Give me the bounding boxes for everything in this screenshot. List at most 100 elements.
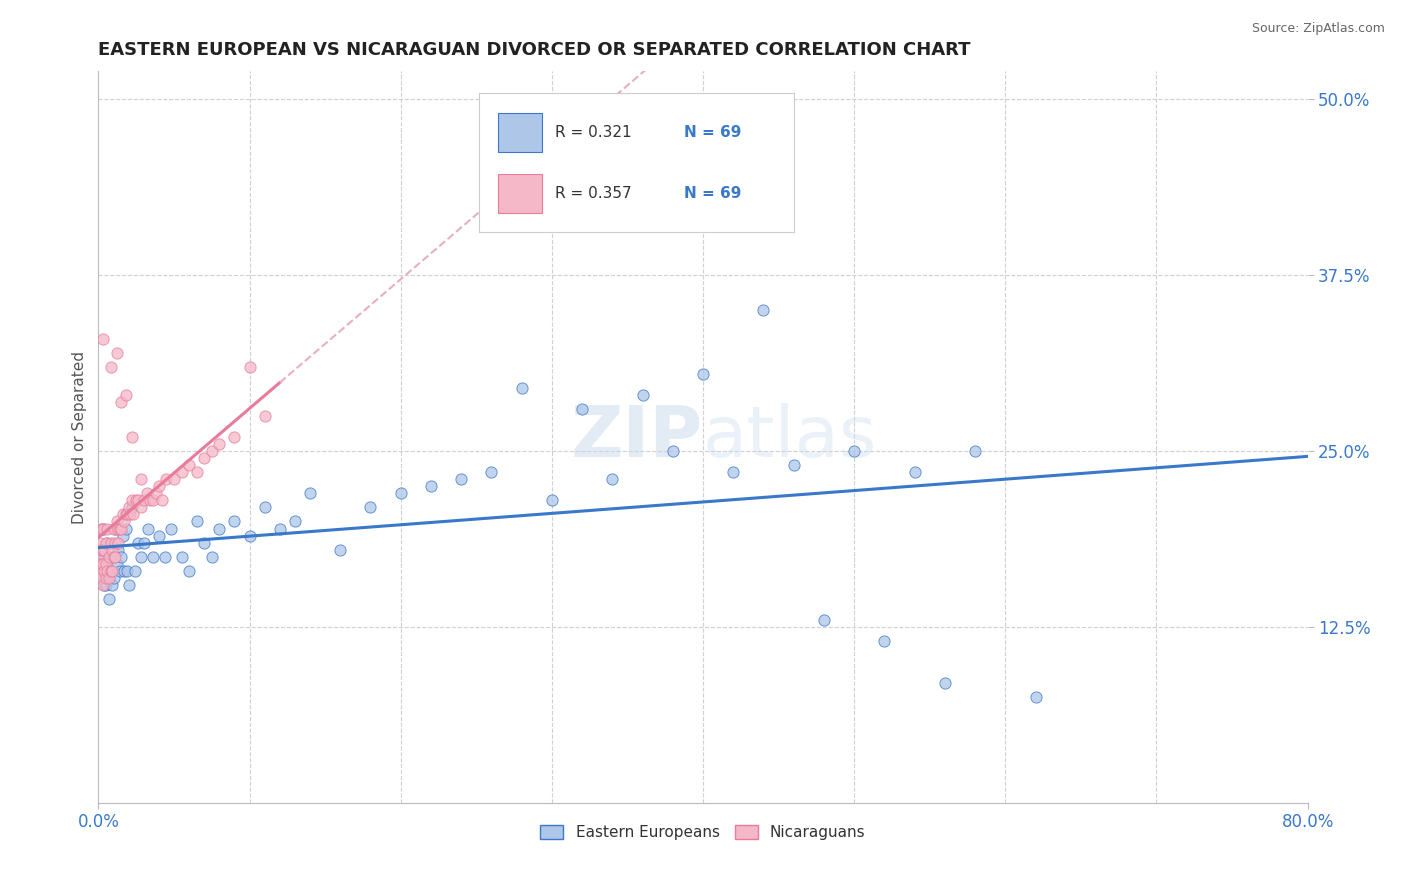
Point [108, 564, 131, 578]
Point [135, 486, 157, 500]
Point [91, 332, 114, 346]
Point [118, 500, 141, 515]
Point [94, 578, 117, 592]
Point [389, 486, 412, 500]
Point [360, 500, 382, 515]
Point [103, 549, 125, 564]
Point [108, 521, 131, 535]
Point [179, 564, 201, 578]
Point [100, 359, 122, 374]
Point [100, 564, 122, 578]
Point [105, 557, 128, 571]
Point [91, 557, 114, 571]
Point [101, 564, 124, 578]
Point [153, 549, 176, 564]
Point [193, 535, 215, 549]
Point [112, 515, 135, 529]
Point [100, 564, 122, 578]
Y-axis label: Divorced or Separated: Divorced or Separated [72, 351, 87, 524]
Point [239, 359, 262, 374]
Point [107, 521, 129, 535]
Point [752, 303, 775, 318]
Point [179, 458, 201, 473]
Point [104, 535, 127, 549]
Point [132, 535, 155, 549]
Point [329, 542, 352, 557]
Point [94, 535, 117, 549]
Point [142, 549, 165, 564]
Point [111, 528, 134, 542]
Point [965, 444, 987, 458]
Point [253, 500, 276, 515]
Point [111, 508, 134, 522]
Point [107, 535, 129, 549]
Point [94, 557, 117, 571]
Point [631, 388, 654, 402]
Point [201, 444, 224, 458]
Legend: Eastern Europeans, Nicaraguans: Eastern Europeans, Nicaraguans [534, 819, 872, 847]
Point [110, 521, 132, 535]
Point [692, 367, 714, 381]
Point [299, 486, 322, 500]
Point [91, 571, 114, 585]
Point [110, 395, 132, 409]
Point [107, 542, 129, 557]
Point [93, 564, 115, 578]
Point [105, 515, 128, 529]
Point [103, 521, 125, 535]
Point [91, 521, 114, 535]
Point [112, 564, 135, 578]
Point [284, 515, 307, 529]
Point [170, 549, 193, 564]
Point [90, 549, 112, 564]
Point [1024, 690, 1046, 705]
Point [163, 472, 186, 486]
Point [783, 458, 806, 473]
Point [104, 549, 127, 564]
Point [93, 549, 115, 564]
Point [93, 542, 115, 557]
Point [90, 557, 112, 571]
Point [155, 472, 177, 486]
Point [186, 465, 208, 479]
Point [90, 521, 112, 535]
Point [100, 535, 122, 549]
Point [186, 515, 208, 529]
Point [150, 493, 173, 508]
Point [98, 549, 121, 564]
Point [124, 564, 146, 578]
Point [602, 472, 624, 486]
Point [253, 409, 276, 423]
Point [139, 493, 162, 508]
Point [934, 676, 956, 690]
Point [132, 493, 155, 508]
Point [96, 564, 118, 578]
Point [118, 578, 141, 592]
Point [121, 493, 143, 508]
Point [101, 578, 124, 592]
Point [98, 591, 121, 606]
Point [98, 571, 121, 585]
Point [105, 345, 128, 359]
Point [110, 549, 132, 564]
Point [723, 465, 745, 479]
Point [127, 535, 149, 549]
Point [873, 634, 896, 648]
Point [904, 465, 927, 479]
Point [89, 535, 111, 549]
Point [94, 571, 117, 585]
Point [269, 521, 291, 535]
Point [661, 444, 683, 458]
Point [844, 444, 866, 458]
Point [114, 508, 136, 522]
Point [114, 388, 136, 402]
Point [148, 479, 170, 493]
Point [121, 500, 143, 515]
Point [208, 437, 231, 451]
Point [136, 521, 159, 535]
Point [145, 486, 167, 500]
Point [89, 549, 111, 564]
Point [96, 521, 118, 535]
Point [94, 557, 117, 571]
Point [193, 451, 215, 466]
